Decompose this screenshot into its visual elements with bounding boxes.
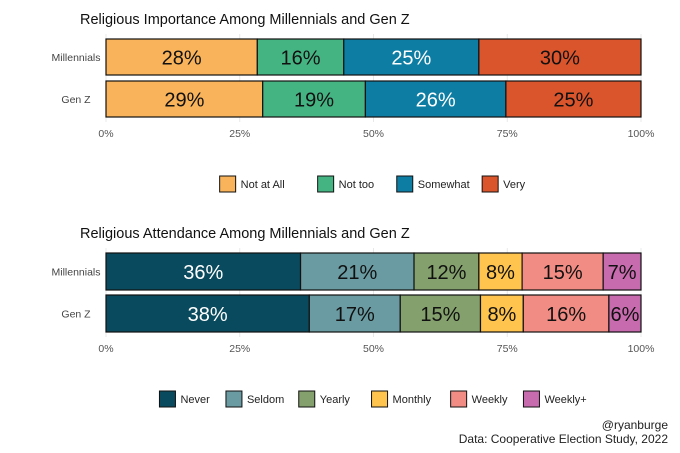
panel2-legend-swatch	[225, 390, 243, 408]
panel2-bar-segment	[522, 294, 610, 333]
panel2-bar-segment	[602, 252, 642, 291]
panel2-legend-swatch	[158, 390, 176, 408]
panel1-bar-segment	[343, 38, 480, 76]
panel2-x-tick-label: 75%	[497, 343, 518, 355]
panel1-category-label: Gen Z	[61, 94, 91, 106]
panel1-category-label: Millennials	[51, 52, 100, 64]
panel2-x-tick-label: 25%	[229, 343, 250, 355]
panel2-legend-label: Never	[180, 394, 210, 406]
panel1-bar-segment	[256, 38, 345, 76]
panel1-title: Religious Importance Among Millennials a…	[80, 12, 410, 28]
panel2-title: Religious Attendance Among Millennials a…	[80, 226, 410, 242]
panel1-legend-label: Very	[503, 179, 526, 191]
panel2-bar-segment	[608, 294, 642, 333]
panel1-x-tick-label: 25%	[229, 128, 250, 140]
panel1-data-label: 26%	[416, 90, 456, 112]
panel1-data-label: 30%	[540, 48, 580, 70]
panel1-legend-swatch	[396, 175, 414, 193]
panel1-x-tick-label: 0%	[98, 128, 113, 140]
panel1-data-label: 29%	[164, 90, 204, 112]
panel2-bar-segment	[479, 294, 524, 333]
panel2-x-tick-label: 0%	[98, 343, 113, 355]
panel1-bar-segment	[478, 38, 642, 76]
panel1-bar-segment	[105, 38, 258, 76]
panel2-data-label: 8%	[487, 304, 516, 326]
panel2-data-label: 36%	[183, 262, 223, 284]
panel2-bar-segment	[299, 252, 415, 291]
panel1-data-label: 16%	[281, 48, 321, 70]
panel2-legend-label: Yearly	[320, 394, 351, 406]
panel2-x-tick-label: 100%	[628, 343, 655, 355]
panel1-x-tick-label: 100%	[628, 128, 655, 140]
panel2-x-tick-label: 50%	[363, 343, 384, 355]
panel2-legend-label: Seldom	[247, 394, 284, 406]
panel2-data-label: 15%	[543, 262, 583, 284]
panel1-bar-segment	[505, 80, 642, 118]
panel2-bar-segment	[521, 252, 604, 291]
panel2-data-label: 21%	[337, 262, 377, 284]
panel1-legend-swatch	[219, 175, 237, 193]
panel2-bar-segment	[105, 294, 310, 333]
panel1-x-tick-label: 75%	[497, 128, 518, 140]
panel2-bar-segment	[399, 294, 482, 333]
panel1-bar-segment	[364, 80, 507, 118]
panel1-legend-swatch	[317, 175, 335, 193]
panel1-x-tick-label: 50%	[363, 128, 384, 140]
panel2-data-label: 6%	[610, 304, 639, 326]
panel2-category-label: Gen Z	[61, 309, 91, 321]
panel2-data-label: 15%	[420, 304, 460, 326]
panel1-legend-swatch	[481, 175, 499, 193]
panel2-data-label: 38%	[188, 304, 228, 326]
panel1-data-label: 19%	[294, 90, 334, 112]
panel1-data-label: 25%	[391, 48, 431, 70]
panel2-bar-segment	[308, 294, 401, 333]
credit-source: Data: Cooperative Election Study, 2022	[458, 432, 668, 446]
panel1-legend-label: Not too	[339, 179, 374, 191]
panel2-legend-label: Monthly	[393, 394, 432, 406]
panel1-data-label: 25%	[553, 90, 593, 112]
panel2-category-label: Millennials	[51, 267, 100, 279]
panel2-data-label: 12%	[426, 262, 466, 284]
panel1-legend-label: Somewhat	[418, 179, 470, 191]
panel2-data-label: 8%	[486, 262, 515, 284]
panel2-bar-segment	[413, 252, 480, 291]
panel2-legend-swatch	[450, 390, 468, 408]
panel1-bar-segment	[105, 80, 264, 118]
panel2-legend-swatch	[371, 390, 389, 408]
credit-author: @ryanburge	[601, 418, 668, 432]
panel2-legend-label: Weekly+	[544, 394, 586, 406]
panel2-legend-label: Weekly	[472, 394, 508, 406]
panel1-legend-label: Not at All	[241, 179, 285, 191]
panel2-bar-segment	[105, 252, 302, 291]
panel2-data-label: 16%	[546, 304, 586, 326]
panel2-legend-swatch	[522, 390, 540, 408]
panel1-data-label: 28%	[162, 48, 202, 70]
panel2-legend-swatch	[298, 390, 316, 408]
panel2-data-label: 17%	[335, 304, 375, 326]
panel2-data-label: 7%	[608, 262, 637, 284]
